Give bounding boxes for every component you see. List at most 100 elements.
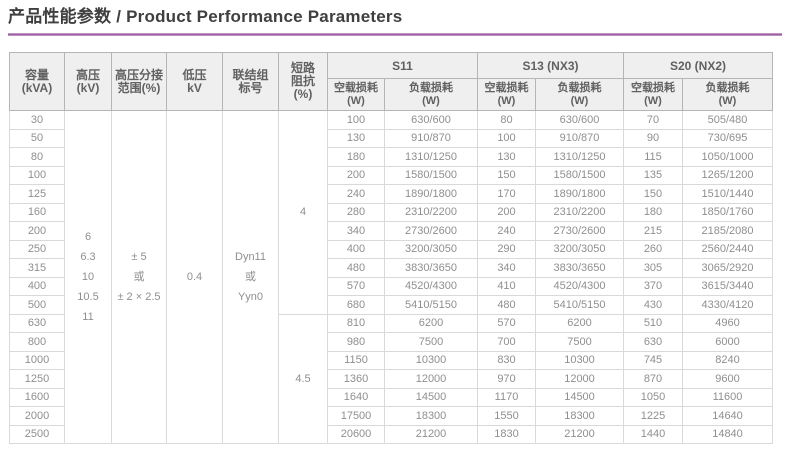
table-row: 1600 1640 14500 1170 14500 1050 11600: [9, 387, 773, 407]
s11-no-load-cell: 20600: [327, 424, 385, 444]
s11-no-load-cell: 570: [327, 276, 385, 296]
low-voltage-cell: 0.4: [166, 110, 223, 444]
col-header-vector-group-line1: 联结组: [232, 67, 269, 82]
s20-load-cell: 3615/3440: [682, 276, 773, 296]
table-header: 容量 (kVA) 高压 (kV) 高压分接 范围(%) 低压 kV 联结组: [9, 52, 773, 111]
high-voltage-cell-line: 10.5: [77, 291, 99, 303]
s11-load-cell: 18300: [384, 406, 478, 426]
s13-load-cell: 910/870: [535, 128, 624, 148]
s20-no-load-cell: 510: [623, 313, 683, 333]
s13-no-load-cell: 340: [477, 258, 536, 278]
tap-range-cell-line: 或: [133, 271, 145, 283]
vector-group-cell: Dyn11 或 Yyn0: [222, 110, 279, 444]
s13-load-cell: 3200/3050: [535, 239, 624, 259]
s13-load-cell: 4520/4300: [535, 276, 624, 296]
capacity-cell: 1000: [9, 350, 65, 370]
s20-no-load-cell: 115: [623, 147, 683, 167]
s11-no-load-cell: 180: [327, 147, 385, 167]
s11-no-load-cell: 200: [327, 165, 385, 185]
s13-no-load-cell: 130: [477, 147, 536, 167]
s13-no-load-cell: 1550: [477, 406, 536, 426]
capacity-cell: 160: [9, 202, 65, 222]
table-row: 160 280 2310/2200 200 2310/2200 180 1850/1760: [9, 202, 773, 222]
s11-load-cell: 10300: [384, 350, 478, 370]
capacity-cell: 800: [9, 332, 65, 352]
s20-no-load-cell: 745: [623, 350, 683, 370]
table-row: 1250 1360 12000 970 12000 870 9600: [9, 369, 773, 389]
performance-table: 容量 (kVA) 高压 (kV) 高压分接 范围(%) 低压 kV 联结组: [9, 52, 773, 444]
page-title: 产品性能参数 / Product Performance Parameters: [8, 6, 782, 27]
col-header-tap-range-line2: 范围(%): [117, 80, 161, 95]
s13-load-cell: 1890/1800: [535, 184, 624, 204]
s13-no-load-cell: 1170: [477, 387, 536, 407]
s11-no-load-cell: 280: [327, 202, 385, 222]
s20-load-unit: (W): [718, 94, 737, 107]
s11-no-load-cell: 480: [327, 258, 385, 278]
s20-no-load-cell: 90: [623, 128, 683, 148]
vector-group-cell-line: Dyn11: [235, 251, 266, 263]
high-voltage-cell-line: 6.3: [80, 251, 96, 263]
table-row: 2500 20600 21200 1830 21200 1440 14840: [9, 424, 773, 444]
capacity-cell: 200: [9, 221, 65, 241]
s13-no-load-cell: 170: [477, 184, 536, 204]
s13-no-load-cell: 700: [477, 332, 536, 352]
s11-load-cell: 2730/2600: [384, 221, 478, 241]
capacity-cell: 30: [9, 110, 65, 130]
s11-no-load-cell: 340: [327, 221, 385, 241]
table-header-row-loss: 空载损耗 (W) 负载损耗 (W) 空载损耗 (W) 负载损耗 (W) 空载损耗: [10, 78, 773, 111]
s11-no-load-unit: (W): [347, 94, 365, 107]
table-row: 125 240 1890/1800 170 1890/1800 150 1510/1440: [9, 184, 773, 204]
s11-load-label: 负载损耗: [409, 81, 453, 94]
s11-no-load-cell: 680: [327, 295, 385, 315]
s20-load-cell: 1265/1200: [682, 165, 773, 185]
s13-load-cell: 10300: [535, 350, 624, 370]
col-header-tap-range-line1: 高压分接: [114, 67, 163, 82]
s11-no-load-cell: 1640: [327, 387, 385, 407]
s13-no-load-cell: 970: [477, 369, 536, 389]
table-row: 315 480 3830/3650 340 3830/3650 305 3065/2920: [9, 258, 773, 278]
performance-table-body: 30 6 6.3 10 10.5 11 ± 5 或 ± 2 × 2.5 0.4 Dyn11 或 Yyn0…: [9, 110, 773, 444]
high-voltage-cell-line: 11: [82, 311, 94, 323]
s20-no-load-cell: 630: [623, 332, 683, 352]
s11-no-load-cell: 17500: [327, 406, 385, 426]
table-row: 100 200 1580/1500 150 1580/1500 135 1265/1200: [9, 165, 773, 185]
s11-no-load-cell: 130: [327, 128, 385, 148]
table-row: 2000 17500 18300 1550 18300 1225 14640: [9, 406, 773, 426]
col-group-s13: S13 (NX3): [477, 52, 624, 79]
capacity-cell: 125: [9, 184, 65, 204]
s13-no-load-cell: 830: [477, 350, 536, 370]
s13-load-unit: (W): [570, 94, 589, 107]
s20-load-cell: 14640: [682, 406, 773, 426]
capacity-cell: 1600: [9, 387, 65, 407]
col-header-capacity-line1: 容量: [24, 67, 49, 82]
s20-load-cell: 1510/1440: [682, 184, 773, 204]
s11-load-cell: 1580/1500: [384, 165, 478, 185]
col-header-s13-load: 负载损耗 (W): [535, 78, 624, 111]
s20-no-load-cell: 135: [623, 165, 683, 185]
page-title-separator: /: [116, 7, 122, 26]
s13-load-cell: 2310/2200: [535, 202, 624, 222]
s20-no-load-cell: 430: [623, 295, 683, 315]
s20-load-cell: 2185/2080: [682, 221, 773, 241]
s11-load-cell: 21200: [384, 424, 478, 444]
col-header-vector-group: 联结组 标号: [222, 52, 279, 111]
capacity-cell: 2000: [9, 406, 65, 426]
s20-no-load-cell: 1440: [623, 424, 683, 444]
table-row: 200 340 2730/2600 240 2730/2600 215 2185/2080: [9, 221, 773, 241]
s13-load-cell: 18300: [535, 406, 624, 426]
col-header-vector-group-line2: 标号: [238, 80, 263, 95]
s20-no-load-cell: 260: [623, 239, 683, 259]
s20-load-label: 负载损耗: [705, 81, 750, 94]
capacity-cell: 315: [9, 258, 65, 278]
capacity-cell: 630: [9, 313, 65, 333]
s20-no-load-cell: 150: [623, 184, 683, 204]
col-group-s11: S11: [327, 52, 478, 79]
s11-load-cell: 4520/4300: [384, 276, 478, 296]
s20-load-cell: 1850/1760: [682, 202, 773, 222]
table-row: 400 570 4520/4300 410 4520/4300 370 3615/3440: [9, 276, 773, 296]
col-header-impedance-line2: 阻抗: [290, 74, 315, 88]
s11-load-unit: (W): [422, 94, 440, 107]
s13-no-load-cell: 200: [477, 202, 536, 222]
s11-load-cell: 6200: [384, 313, 478, 333]
s11-load-cell: 14500: [384, 387, 478, 407]
